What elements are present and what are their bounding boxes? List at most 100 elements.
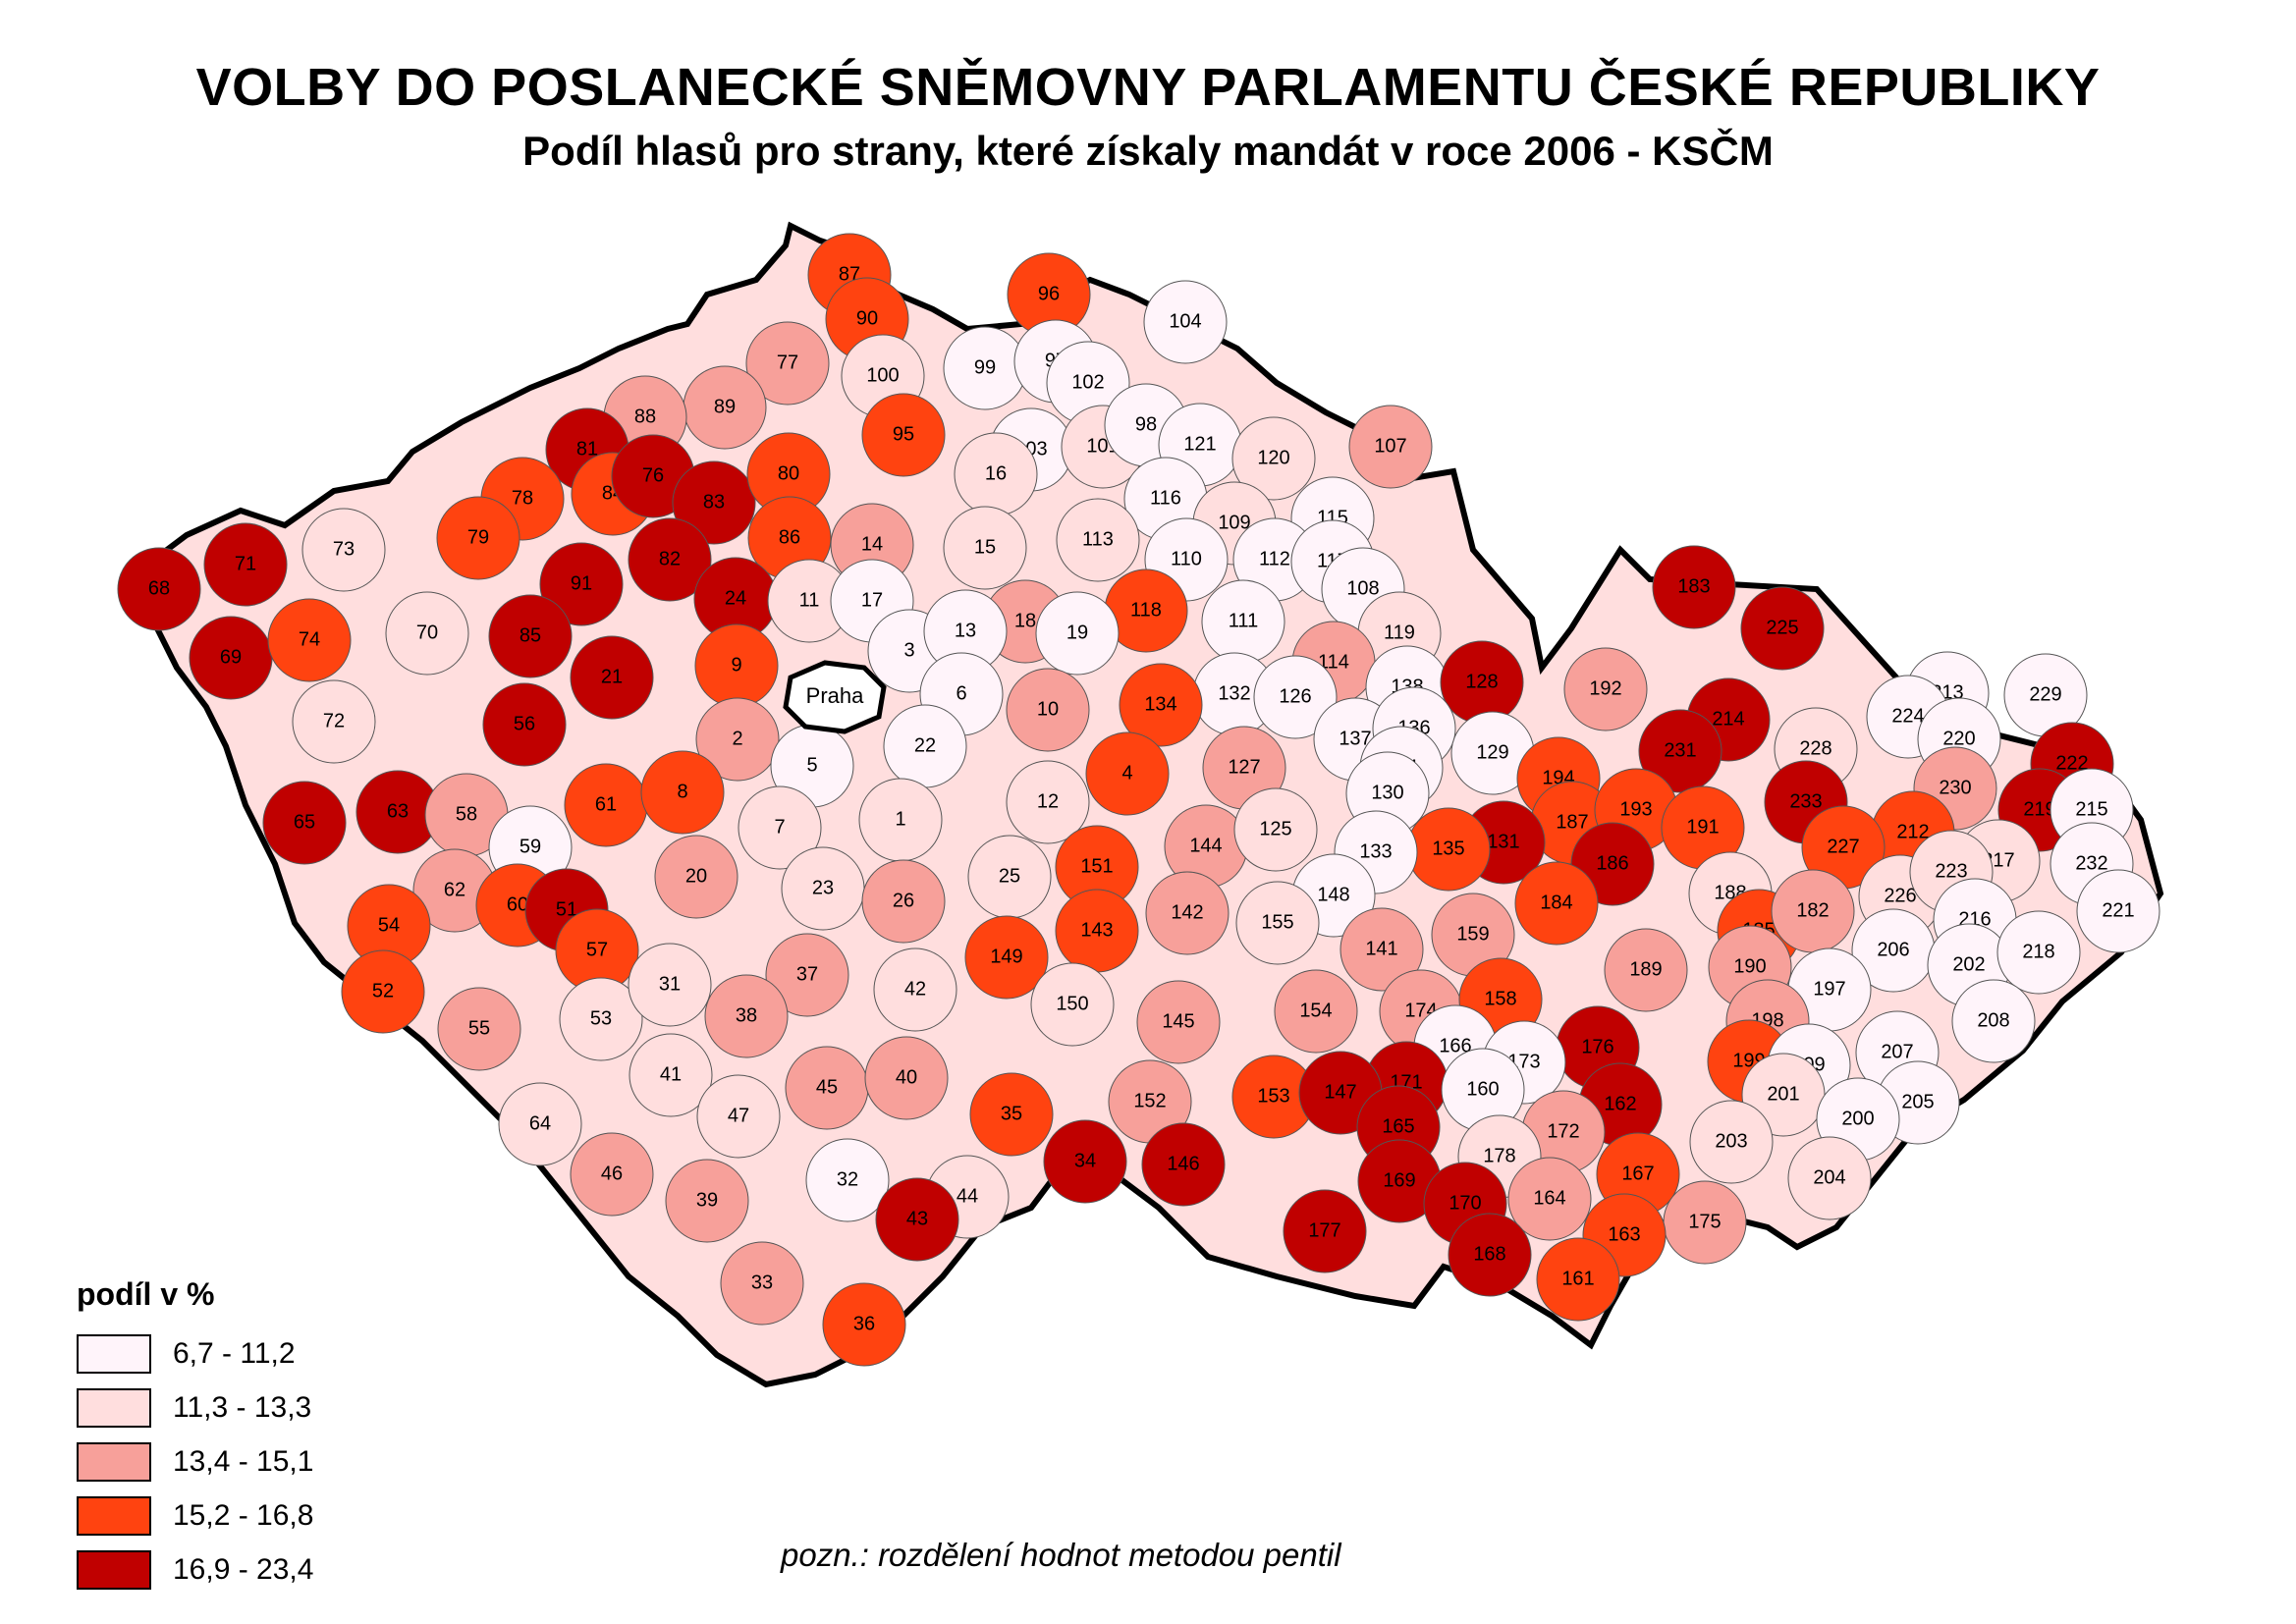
district-label: 224 xyxy=(1891,705,1924,727)
legend-item: 6,7 - 11,2 xyxy=(77,1326,313,1380)
district-area xyxy=(640,750,725,835)
legend-label: 16,9 - 23,4 xyxy=(173,1552,314,1586)
district-168: 168 xyxy=(1448,1213,1532,1297)
district-113: 113 xyxy=(1056,498,1140,582)
district-label: 33 xyxy=(751,1272,773,1293)
district-36: 36 xyxy=(822,1282,906,1367)
district-150: 150 xyxy=(1030,962,1115,1047)
district-label: 13 xyxy=(955,620,976,641)
district-label: 17 xyxy=(861,589,883,611)
district-63: 63 xyxy=(355,770,440,854)
district-label: 192 xyxy=(1589,677,1621,699)
district-label: 20 xyxy=(685,865,707,887)
district-area xyxy=(1652,545,1736,629)
district-label: 47 xyxy=(728,1105,749,1126)
district-label: 158 xyxy=(1484,988,1516,1009)
district-label: 218 xyxy=(2022,941,2054,962)
district-label: 24 xyxy=(725,587,746,609)
district-206: 206 xyxy=(1851,908,1936,993)
district-area xyxy=(654,835,738,919)
district-area xyxy=(1253,655,1338,739)
map-title: VOLBY DO POSLANECKÉ SNĚMOVNY PARLAMENTU … xyxy=(195,58,2101,117)
district-area xyxy=(696,1074,781,1159)
district-label: 69 xyxy=(220,646,242,668)
district-155: 155 xyxy=(1235,881,1320,965)
district-151: 151 xyxy=(1055,825,1139,909)
district-label: 135 xyxy=(1432,838,1464,859)
district-label: 100 xyxy=(866,364,899,386)
method-note: pozn.: rozdělení hodnot metodou pentil xyxy=(781,1537,1341,1573)
legend-rows: 6,7 - 11,2 11,3 - 13,3 13,4 - 15,1 15,2 - 1… xyxy=(77,1326,313,1597)
district-label: 227 xyxy=(1827,836,1859,857)
district-80: 80 xyxy=(746,432,831,516)
district-label: 153 xyxy=(1257,1085,1289,1107)
district-label: 230 xyxy=(1939,777,1971,798)
district-label: 85 xyxy=(519,624,541,646)
district-177: 177 xyxy=(1283,1189,1367,1273)
district-label: 35 xyxy=(1001,1103,1022,1124)
district-label: 170 xyxy=(1449,1192,1481,1214)
district-area xyxy=(964,915,1049,1000)
district-label: 113 xyxy=(1082,528,1114,550)
district-area xyxy=(875,1177,959,1262)
district-area xyxy=(765,933,849,1017)
district-12: 12 xyxy=(1006,760,1090,844)
district-label: 206 xyxy=(1877,939,1909,960)
district-area xyxy=(745,321,830,406)
district-43: 43 xyxy=(875,1177,959,1262)
district-label: 37 xyxy=(796,963,818,985)
district-label: 12 xyxy=(1037,790,1059,812)
district-31: 31 xyxy=(628,943,712,1027)
district-label: 189 xyxy=(1629,958,1662,980)
district-label: 111 xyxy=(1229,610,1258,631)
district-182: 182 xyxy=(1771,869,1855,953)
district-area xyxy=(628,943,712,1027)
district-79: 79 xyxy=(436,496,520,580)
district-area xyxy=(1231,416,1316,501)
district-9: 9 xyxy=(694,623,779,708)
district-120: 120 xyxy=(1231,416,1316,501)
district-61: 61 xyxy=(564,763,648,847)
district-label: 102 xyxy=(1071,371,1104,393)
district-label: 96 xyxy=(1038,283,1060,304)
district-68: 68 xyxy=(117,547,201,631)
district-41: 41 xyxy=(629,1033,713,1117)
district-label: 212 xyxy=(1896,821,1929,842)
district-82: 82 xyxy=(628,517,712,602)
district-label: 34 xyxy=(1074,1150,1096,1171)
district-192: 192 xyxy=(1563,647,1648,731)
district-area xyxy=(341,949,425,1034)
district-label: 110 xyxy=(1171,548,1202,569)
district-label: 163 xyxy=(1608,1223,1640,1245)
district-107: 107 xyxy=(1348,405,1433,489)
district-169: 169 xyxy=(1357,1139,1442,1223)
district-area xyxy=(436,496,520,580)
district-104: 104 xyxy=(1143,280,1228,364)
district-64: 64 xyxy=(498,1082,582,1166)
district-label: 74 xyxy=(299,628,320,650)
map-subtitle: Podíl hlasů pro strany, které získaly ma… xyxy=(522,128,1774,174)
district-label: 154 xyxy=(1299,1000,1332,1021)
district-77: 77 xyxy=(745,321,830,406)
district-label: 161 xyxy=(1561,1268,1594,1289)
district-label: 164 xyxy=(1533,1187,1565,1209)
district-1: 1 xyxy=(858,778,943,862)
district-label: 207 xyxy=(1881,1041,1913,1062)
district-label: 184 xyxy=(1540,892,1572,913)
district-area xyxy=(1274,969,1358,1054)
district-label: 177 xyxy=(1308,1219,1340,1241)
district-74: 74 xyxy=(267,598,352,682)
district-161: 161 xyxy=(1536,1237,1620,1322)
district-126: 126 xyxy=(1253,655,1338,739)
district-label: 116 xyxy=(1150,487,1181,509)
district-label: 26 xyxy=(893,890,914,911)
district-area xyxy=(570,635,654,720)
district-area xyxy=(570,1132,654,1217)
district-label: 61 xyxy=(595,793,617,815)
district-label: 80 xyxy=(778,462,799,484)
district-label: 38 xyxy=(736,1004,757,1026)
district-128: 128 xyxy=(1440,640,1524,725)
district-label: 14 xyxy=(861,533,883,555)
district-label: 143 xyxy=(1080,919,1113,941)
district-71: 71 xyxy=(203,522,288,607)
